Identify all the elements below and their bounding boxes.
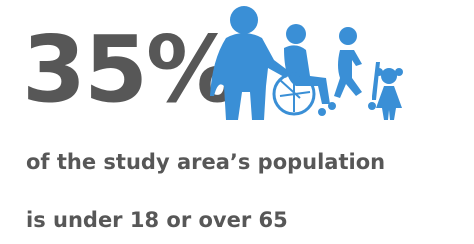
caption-line: of the study area’s population [26, 150, 385, 174]
caption-line: is under 18 or over 65 [26, 208, 288, 232]
infographic: 35% of the study area’s population is un… [0, 0, 474, 244]
people-icons [0, 0, 474, 130]
